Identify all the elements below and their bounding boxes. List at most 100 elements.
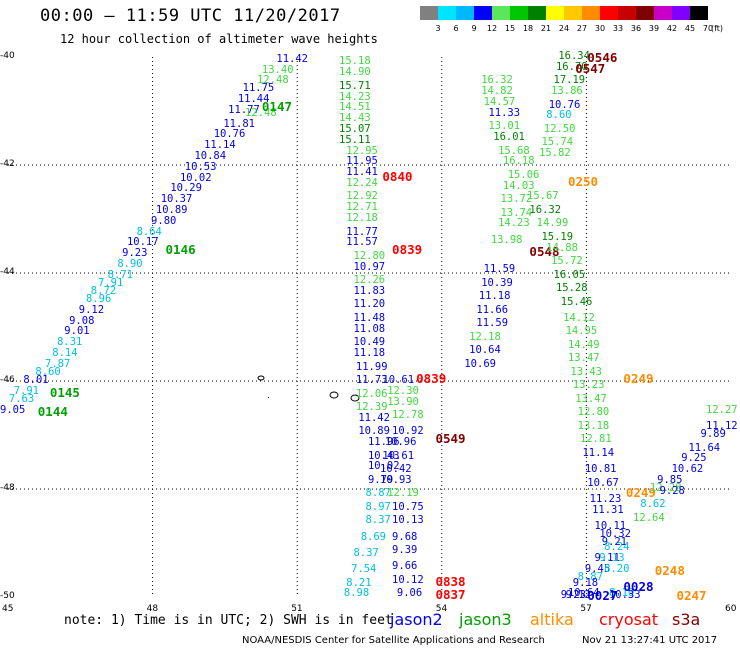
wave-height-value: 9.25 [681, 452, 707, 465]
wave-height-value: 14.23 [498, 217, 530, 230]
y-tick-label: -40 [0, 51, 15, 61]
wave-height-value: 9.12 [78, 303, 105, 316]
wave-height-value: 9.18 [572, 576, 599, 589]
island-outline [268, 397, 269, 398]
colorbar-swatch [420, 6, 438, 20]
wave-height-value: 11.14 [204, 139, 236, 152]
time-label: 0547 [575, 60, 606, 76]
wave-height-value: 10.17 [126, 236, 159, 249]
y-tick-label: -50 [0, 591, 15, 601]
y-tick-label: -44 [0, 267, 15, 277]
wave-height-value: 11.66 [476, 303, 509, 316]
wave-height-value: 10.89 [155, 203, 188, 216]
wave-height-value: 12.78 [392, 409, 424, 422]
wave-height-value: 10.42 [380, 463, 412, 476]
wave-height-value: 15.67 [527, 190, 559, 203]
wave-height-value: 13.72 [500, 193, 533, 206]
wave-height-value: 11.95 [346, 155, 378, 168]
wave-height-value: 9.11 [594, 552, 620, 565]
map-subtitle: 12 hour collection of altimeter wave hei… [60, 32, 378, 46]
wave-height-value: 10.02 [367, 460, 400, 473]
wave-height-value: 11.75 [242, 82, 275, 95]
colorbar-swatch [636, 6, 654, 20]
note-text: note: 1) Time is in UTC; 2) SWH is in fe… [64, 613, 393, 628]
wave-height-value: 11.77 [228, 104, 260, 116]
legend-item-cryosat: cryosat [599, 610, 659, 629]
wave-height-value: 11.99 [355, 360, 388, 373]
wave-height-value: 11.41 [346, 166, 378, 179]
wave-height-value: 12.06 [355, 387, 388, 400]
wave-height-value: 14.03 [502, 179, 535, 192]
wave-height-value: 10.29 [170, 182, 202, 195]
wave-height-value: 10.67 [587, 476, 619, 489]
time-label: 0028 [623, 579, 654, 595]
wave-height-value: 10.02 [179, 171, 212, 184]
wave-height-value: 11.23 [589, 492, 622, 505]
wave-height-value: 11.20 [353, 298, 386, 311]
wave-height-value: 11.12 [706, 419, 738, 432]
wave-height-value: 8.60 [35, 365, 61, 378]
wave-height-value: 15.82 [539, 147, 571, 160]
wave-height-value: 11.31 [592, 503, 624, 516]
wave-height-value: 8.97 [365, 500, 391, 513]
wave-height-value: 10.81 [584, 463, 617, 476]
wave-height-value: 10.37 [160, 193, 193, 206]
wave-height-value: 12.95 [346, 144, 378, 157]
wave-height-value: 12.81 [580, 433, 612, 446]
time-label: 0027 [587, 588, 618, 603]
wave-height-value: 8.37 [353, 546, 379, 559]
wave-height-value: 10.76 [213, 128, 246, 141]
wave-height-value: 13.23 [572, 379, 605, 392]
wave-height-value: 10.97 [353, 260, 386, 273]
colorbar-label: 18 [522, 24, 534, 33]
wave-height-value: 10.61 [382, 449, 415, 462]
x-tick-label: 45 [2, 604, 14, 614]
wave-height-value: 10.62 [671, 463, 704, 476]
wave-height-value: 15.46 [560, 295, 593, 308]
wave-height-value: 10.13 [392, 514, 424, 527]
wave-height-value: 15.06 [507, 168, 540, 181]
wave-height-value: 10.75 [392, 500, 424, 513]
map-title: 00:00 – 11:59 UTC 11/20/2017 [40, 6, 341, 26]
wave-height-value: 12.28 [649, 482, 682, 494]
wave-height-value: 8.98 [343, 587, 370, 600]
wave-height-value: 11.64 [688, 441, 721, 454]
wave-height-value: 13.40 [261, 63, 294, 76]
colorbar-swatch [438, 6, 456, 20]
wave-height-value: 12.26 [353, 274, 386, 287]
wave-height-value: 11.42 [358, 411, 390, 424]
wave-height-value: 11.83 [353, 284, 386, 297]
colorbar-label: 33 [612, 24, 624, 33]
colorbar-label: 39 [648, 24, 660, 33]
wave-height-value: 9.45 [584, 563, 611, 575]
wave-height-value: 7.91 [98, 276, 124, 289]
colorbar-label: 6 [453, 24, 459, 33]
wave-height-value: 9.39 [392, 544, 418, 557]
wave-height-value: 9.28 [659, 484, 685, 497]
wave-height-value: 14.57 [483, 95, 516, 108]
colorbar-label: 21 [540, 24, 552, 33]
colorbar-swatch [690, 6, 708, 20]
wave-height-value: 12.19 [387, 487, 419, 500]
credit-text: NOAA/NESDIS Center for Satellite Applica… [242, 635, 545, 646]
colorbar-label: 12 [486, 24, 498, 33]
wave-height-value: 12.18 [469, 330, 501, 343]
island-outline [350, 394, 360, 402]
wave-height-value: 12.48 [257, 74, 289, 87]
wave-height-value: 12.64 [633, 511, 665, 524]
wave-height-value: 11.73 [355, 374, 388, 386]
wave-height-value: 8.21 [346, 576, 372, 589]
wave-height-value: 10.89 [358, 425, 390, 438]
wave-height-value: 12.92 [346, 190, 378, 203]
wave-height-value: 13.86 [551, 85, 583, 98]
wave-height-value: 11.59 [483, 263, 516, 276]
wave-height-value: 15.07 [339, 122, 371, 135]
wave-height-value: 11.59 [476, 317, 509, 330]
x-tick-label: 60 [725, 604, 737, 614]
wave-height-value: 8.71 [107, 268, 133, 281]
time-label: 0144 [37, 403, 68, 419]
wave-height-value: 10.84 [194, 149, 227, 162]
x-tick-label: 48 [146, 604, 159, 614]
wave-height-value: 8.90 [117, 257, 143, 270]
